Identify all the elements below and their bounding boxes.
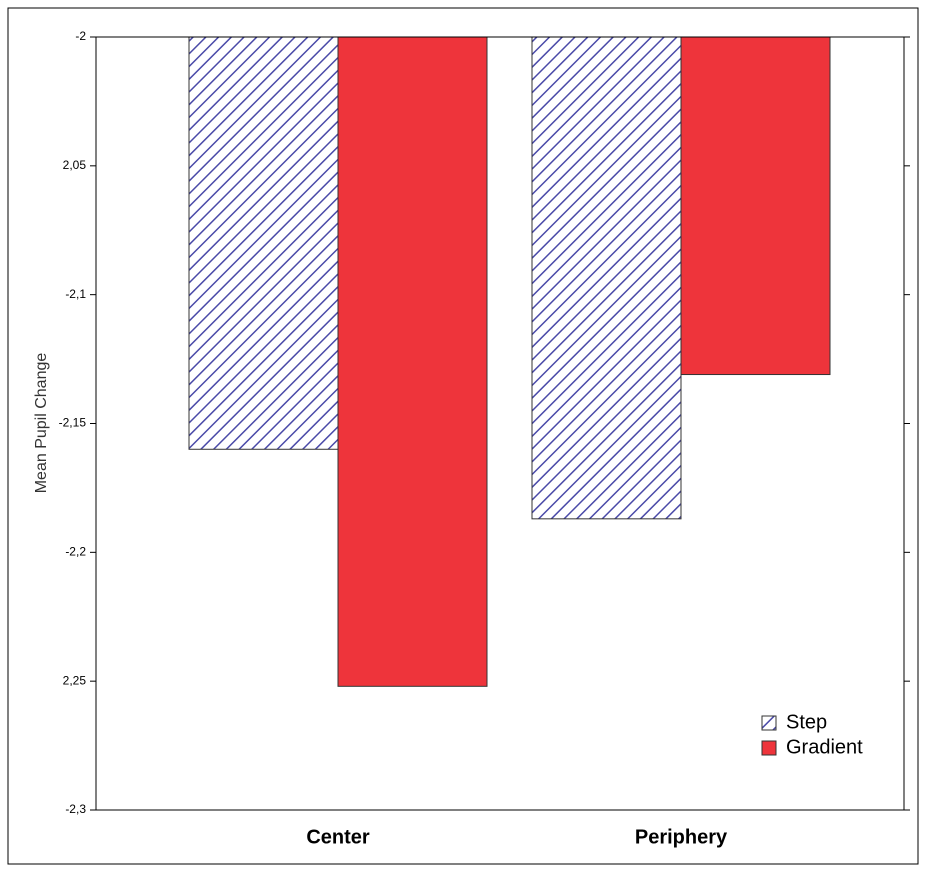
y-tick-label: -2,2 — [65, 545, 86, 559]
x-tick-label: Periphery — [635, 826, 728, 848]
bar — [337, 36, 488, 687]
y-tick-label: -2,15 — [59, 416, 87, 430]
y-tick-label: 2,05 — [63, 158, 87, 172]
legend-label: Gradient — [786, 736, 863, 758]
y-tick-label: 2,25 — [63, 673, 87, 687]
y-axis-label: Mean Pupil Change — [33, 353, 50, 494]
outer-border — [7, 7, 919, 865]
legend-swatch — [761, 715, 777, 731]
legend-label: Step — [786, 711, 827, 733]
y-tick-label: -2,1 — [65, 287, 86, 301]
bar — [531, 36, 682, 520]
bar — [680, 36, 831, 376]
bar — [188, 36, 339, 450]
x-tick-label: Center — [306, 826, 370, 848]
y-tick-label: -2,3 — [65, 802, 86, 816]
legend-swatch — [761, 740, 777, 756]
y-tick-label: -2 — [75, 29, 86, 43]
